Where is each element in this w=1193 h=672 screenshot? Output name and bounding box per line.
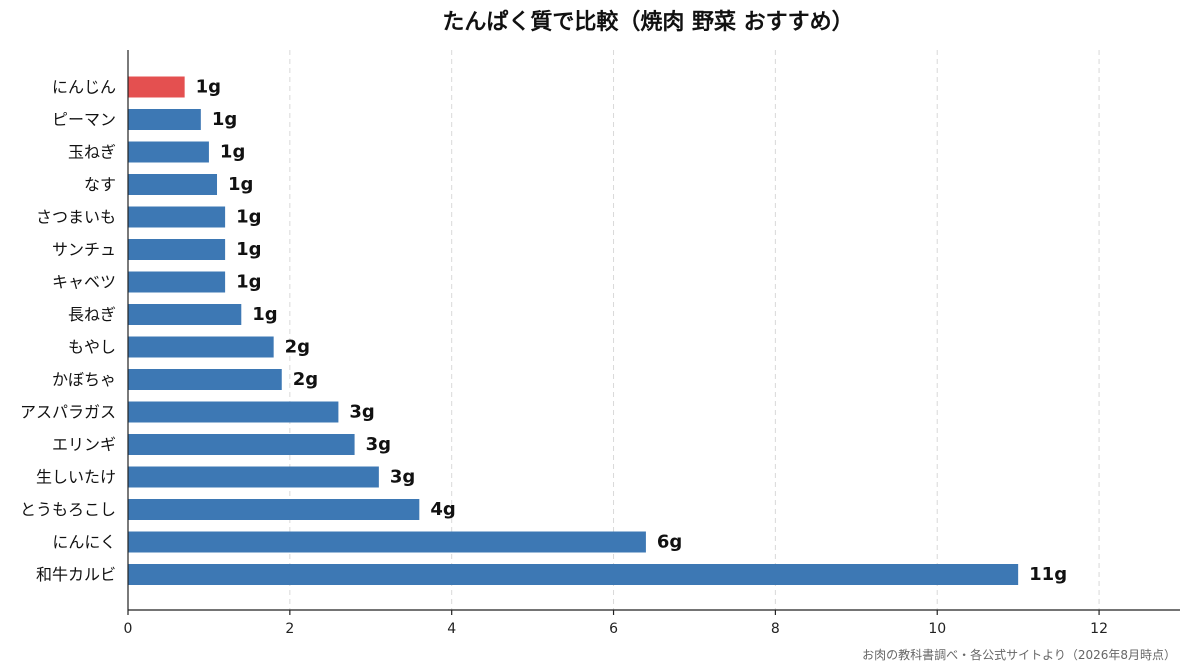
category-label-11: エリンギ bbox=[52, 435, 116, 454]
category-label-1: ピーマン bbox=[52, 110, 116, 129]
category-label-10: アスパラガス bbox=[20, 403, 116, 422]
category-label-15: 和牛カルビ bbox=[36, 565, 116, 584]
bar-3 bbox=[128, 174, 218, 195]
bars-layer: にんじん 1g ピーマン 1g 玉ねぎ 1g なす 1g さつまいも 1g サンチュ 1g キャベツ 1g… bbox=[20, 76, 1067, 585]
bar-10 bbox=[128, 401, 339, 423]
x-tick-label-6: 12 bbox=[1090, 621, 1108, 637]
value-label-3: 1g bbox=[228, 174, 253, 195]
value-label-2: 1g bbox=[220, 142, 245, 163]
value-label-11: 3g bbox=[366, 434, 391, 455]
chart-title: たんぱく質で比較（焼肉 野菜 おすすめ） bbox=[442, 9, 853, 35]
bar-1 bbox=[128, 109, 201, 130]
value-label-6: 1g bbox=[236, 272, 261, 293]
category-label-2: 玉ねぎ bbox=[68, 143, 116, 162]
bar-11 bbox=[128, 434, 355, 455]
ticks-layer: 0 2 4 6 8 10 12 bbox=[124, 610, 1108, 637]
value-label-10: 3g bbox=[349, 402, 374, 423]
category-label-5: サンチュ bbox=[52, 240, 116, 259]
category-label-3: なす bbox=[84, 175, 116, 194]
category-label-14: にんにく bbox=[52, 533, 116, 552]
x-tick-label-4: 8 bbox=[771, 621, 780, 637]
bar-15 bbox=[128, 564, 1019, 585]
category-label-6: キャベツ bbox=[52, 273, 116, 292]
bar-12 bbox=[128, 466, 379, 488]
value-label-13: 4g bbox=[430, 499, 455, 520]
bar-4 bbox=[128, 206, 226, 228]
value-label-0: 1g bbox=[196, 77, 221, 98]
value-label-7: 1g bbox=[252, 304, 277, 325]
x-tick-label-3: 6 bbox=[609, 621, 618, 637]
value-label-4: 1g bbox=[236, 207, 261, 228]
x-tick-label-0: 0 bbox=[124, 621, 133, 637]
bar-5 bbox=[128, 239, 226, 260]
bar-14 bbox=[128, 531, 646, 553]
source-note: お肉の教科書調べ・各公式サイトより（2026年8月時点） bbox=[862, 647, 1176, 662]
category-label-8: もやし bbox=[68, 338, 116, 357]
x-tick-label-5: 10 bbox=[928, 621, 946, 637]
value-label-5: 1g bbox=[236, 239, 261, 260]
x-tick-label-2: 4 bbox=[447, 621, 456, 637]
bar-0 bbox=[128, 76, 185, 98]
category-label-9: かぼちゃ bbox=[52, 370, 116, 389]
x-tick-label-1: 2 bbox=[285, 621, 294, 637]
value-label-12: 3g bbox=[390, 467, 415, 488]
bar-6 bbox=[128, 271, 226, 293]
bar-13 bbox=[128, 499, 420, 520]
bar-7 bbox=[128, 304, 242, 325]
bar-9 bbox=[128, 369, 282, 390]
bar-8 bbox=[128, 336, 274, 358]
grid-layer bbox=[289, 50, 1100, 610]
category-label-0: にんじん bbox=[52, 78, 116, 97]
category-label-4: さつまいも bbox=[36, 208, 116, 227]
value-label-14: 6g bbox=[657, 532, 682, 553]
bar-2 bbox=[128, 141, 209, 163]
value-label-15: 11g bbox=[1029, 564, 1067, 585]
category-label-7: 長ねぎ bbox=[68, 305, 116, 324]
category-label-13: とうもろこし bbox=[20, 500, 116, 519]
axes-layer bbox=[127, 50, 1180, 611]
value-label-9: 2g bbox=[293, 369, 318, 390]
value-label-1: 1g bbox=[212, 109, 237, 130]
value-label-8: 2g bbox=[285, 337, 310, 358]
category-label-12: 生しいたけ bbox=[36, 468, 116, 487]
